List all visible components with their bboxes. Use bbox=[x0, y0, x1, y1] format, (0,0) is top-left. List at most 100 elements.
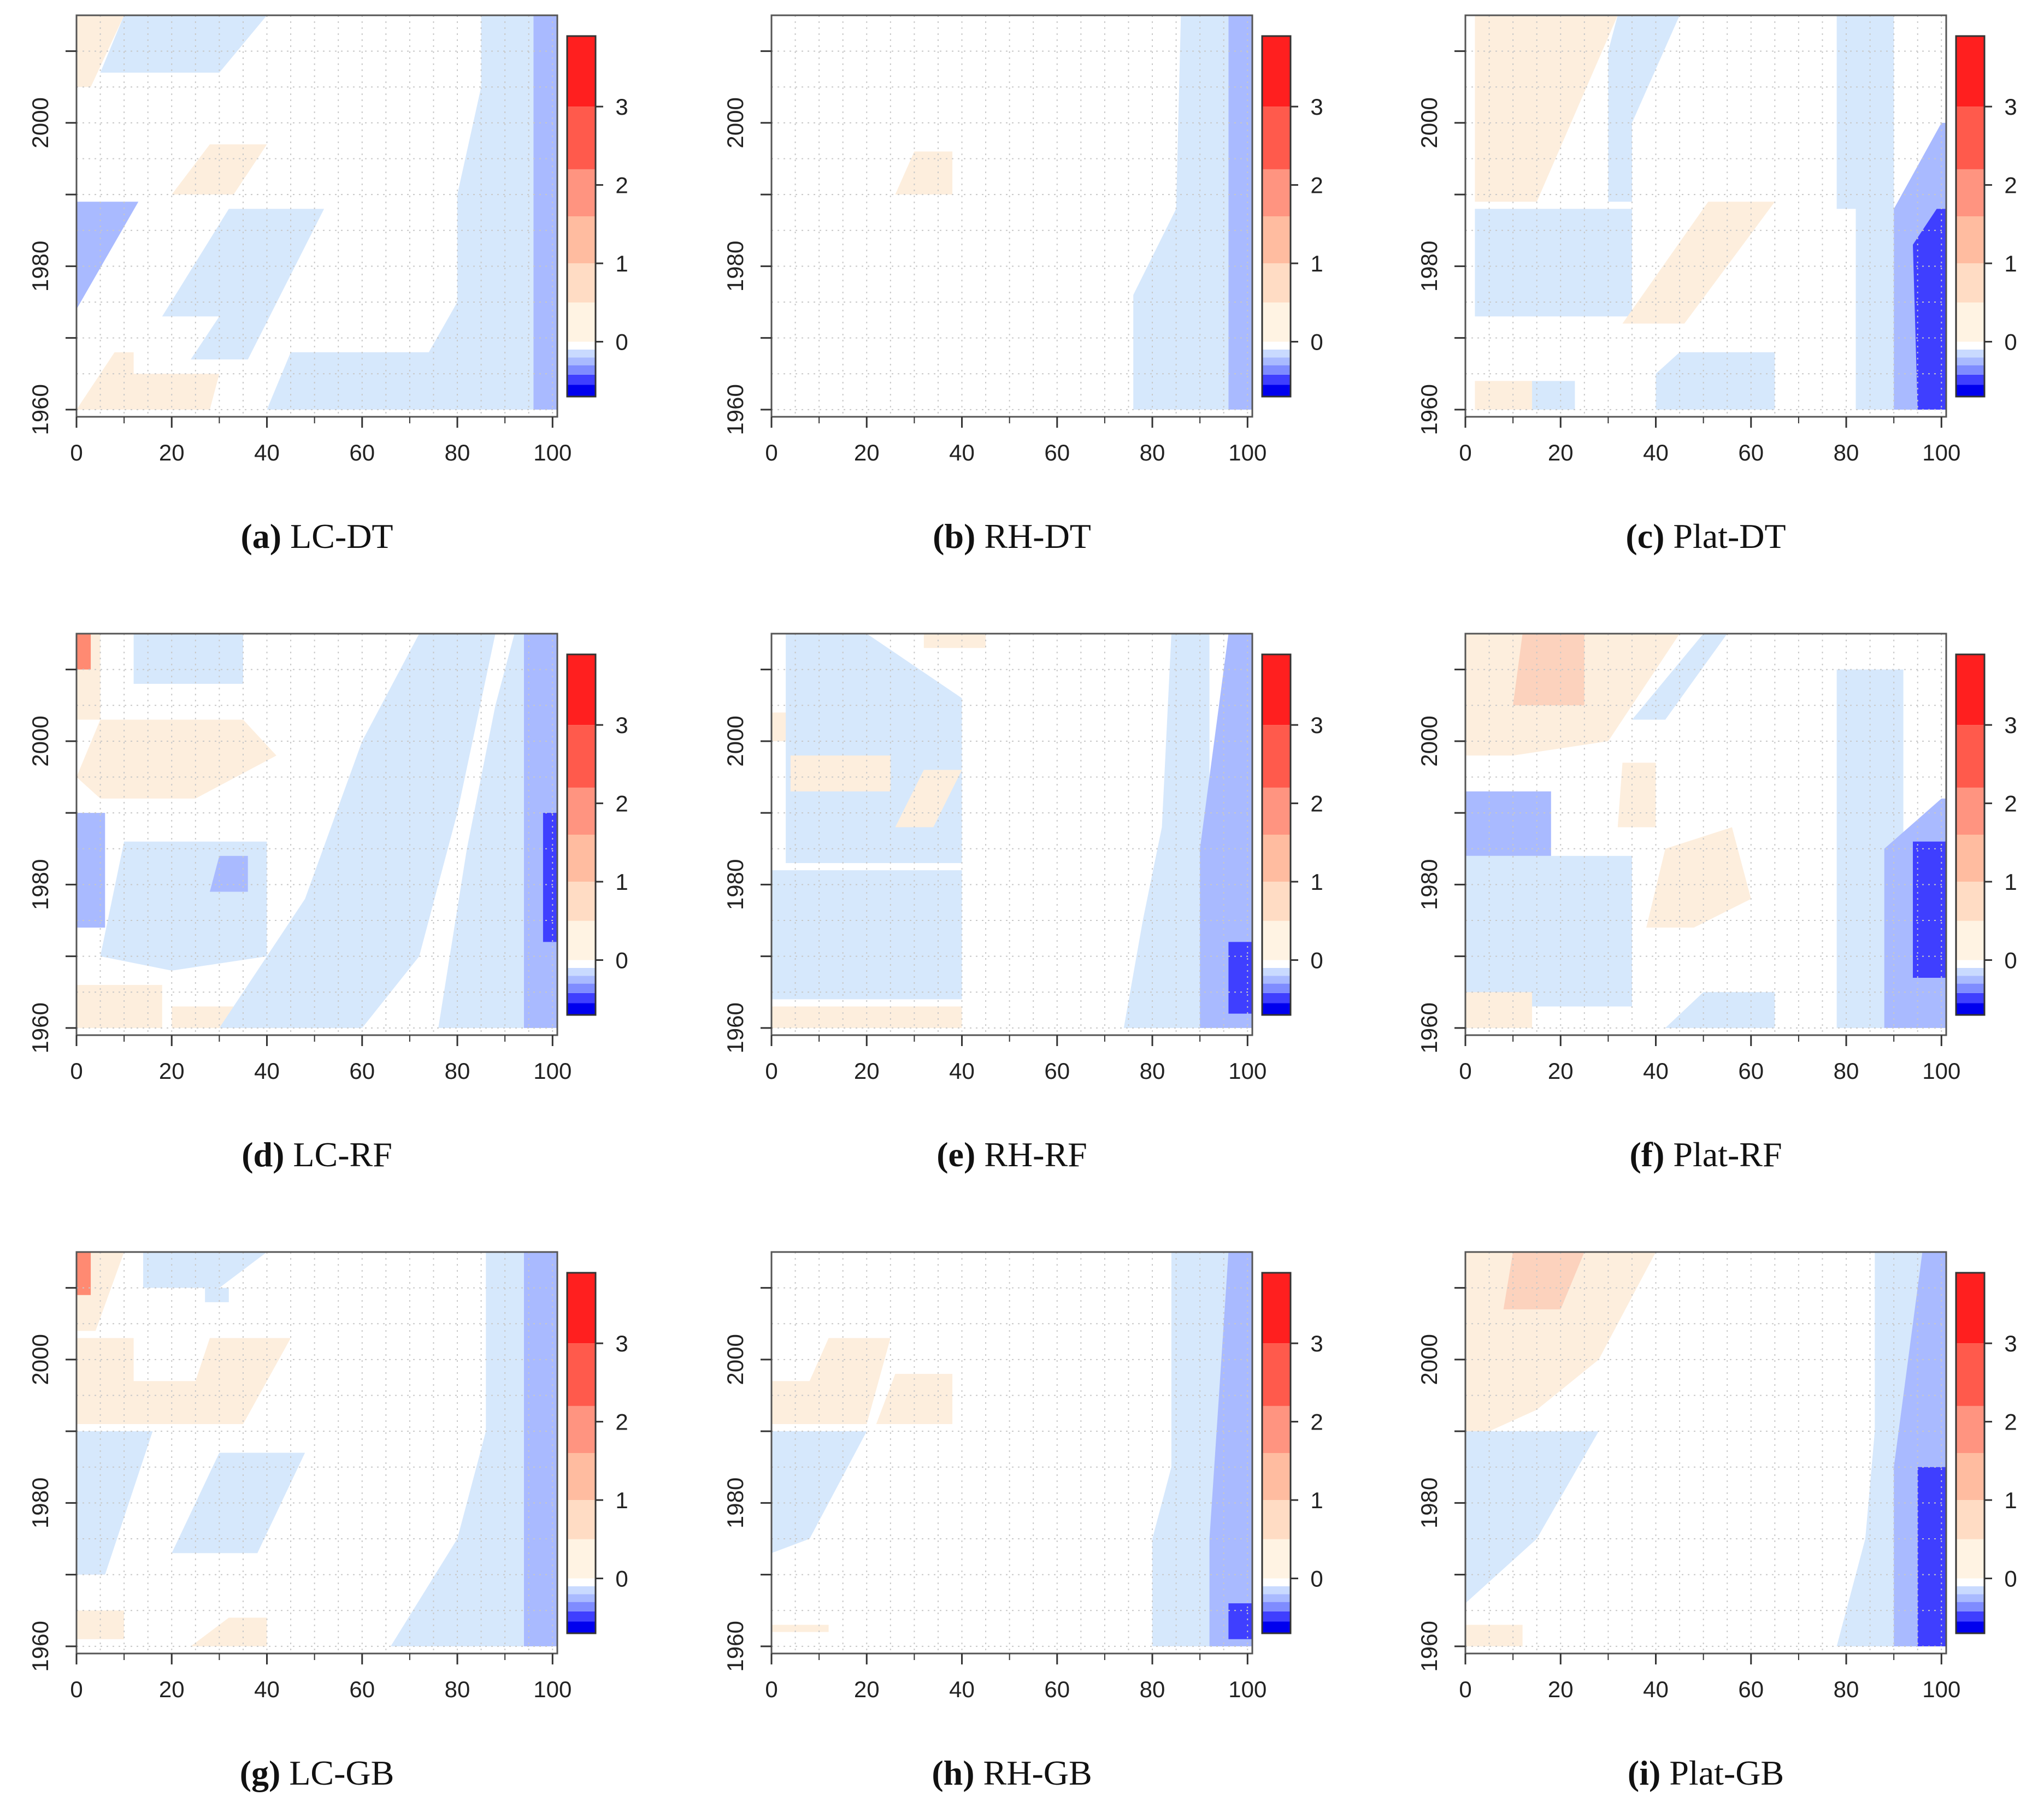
colorbar-frame bbox=[1261, 1272, 1292, 1634]
x-tick-label: 60 bbox=[1738, 1058, 1764, 1084]
colorbar-tick-label: 1 bbox=[615, 1487, 628, 1513]
colorbar-band bbox=[1262, 976, 1291, 984]
colorbar-band bbox=[567, 1586, 596, 1595]
colorbar-band bbox=[567, 349, 596, 358]
colorbar-band bbox=[1956, 1453, 1984, 1501]
heat-region bbox=[524, 1252, 557, 1646]
panel-c: 0 20 40 60 80 100 1960 1980 2000 0 1 2 3 (c) Plat-DT bbox=[1416, 14, 2017, 556]
panel-label: RH-DT bbox=[984, 517, 1091, 556]
colorbar-band bbox=[567, 263, 596, 303]
colorbar-band bbox=[567, 1273, 596, 1344]
colorbar-tick-label: 0 bbox=[2004, 1566, 2017, 1592]
x-tick-label: 80 bbox=[1834, 1676, 1859, 1702]
colorbar-band bbox=[1262, 169, 1291, 216]
colorbar-band bbox=[1262, 1611, 1291, 1622]
heat-region bbox=[1465, 1625, 1523, 1646]
colorbar-band bbox=[1262, 341, 1291, 350]
colorbar: 0 1 2 3 bbox=[566, 1272, 628, 1634]
colorbar-band bbox=[567, 993, 596, 1003]
x-tick-label: 40 bbox=[254, 440, 280, 465]
colorbar-band bbox=[1956, 1343, 1984, 1406]
panel-d: 0 20 40 60 80 100 1960 1980 2000 0 1 2 3 (d) LC-RF bbox=[27, 633, 628, 1174]
y-tick-label: 1980 bbox=[27, 859, 53, 910]
colorbar-band bbox=[1956, 1594, 1984, 1602]
colorbar-band bbox=[1262, 365, 1291, 375]
colorbar-tick-label: 0 bbox=[615, 329, 628, 355]
plot-frame bbox=[1464, 1251, 1947, 1655]
x-tick-label: 100 bbox=[1922, 1058, 1960, 1084]
heat-region bbox=[1228, 1603, 1252, 1639]
colorbar-band bbox=[1956, 882, 1984, 921]
colorbar-band bbox=[567, 1343, 596, 1406]
panel-caption: (i) Plat-GB bbox=[1628, 1753, 1784, 1792]
heat-region bbox=[1465, 855, 1632, 1007]
colorbar: 0 1 2 3 bbox=[1261, 653, 1323, 1016]
heat-region bbox=[771, 1625, 829, 1632]
colorbar-band bbox=[1262, 302, 1291, 342]
colorbar-band bbox=[1262, 1539, 1291, 1579]
colorbar-band bbox=[1262, 983, 1291, 993]
colorbar-band bbox=[567, 36, 596, 107]
colorbar-band bbox=[567, 1602, 596, 1611]
x-tick-label: 100 bbox=[1922, 440, 1960, 465]
heat-region bbox=[76, 15, 125, 87]
colorbar: 0 1 2 3 bbox=[1261, 1272, 1323, 1634]
colorbar-band bbox=[1956, 36, 1984, 107]
plot-frame bbox=[770, 1251, 1253, 1655]
panel-tag: (d) bbox=[241, 1135, 293, 1174]
x-tick-label: 60 bbox=[1044, 440, 1070, 465]
panel-h: 0 20 40 60 80 100 1960 1980 2000 0 1 2 3 (h) RH-GB bbox=[722, 1251, 1323, 1792]
colorbar-tick-label: 1 bbox=[1310, 1487, 1323, 1513]
panel-tag: (h) bbox=[932, 1753, 983, 1792]
colorbar-tick-label: 2 bbox=[1310, 173, 1323, 198]
colorbar-band bbox=[1956, 1003, 1984, 1015]
heat-region bbox=[1608, 15, 1680, 202]
colorbar-band bbox=[567, 1453, 596, 1501]
heat-region bbox=[1228, 942, 1252, 1014]
heat-region bbox=[1228, 15, 1252, 410]
x-tick-label: 60 bbox=[349, 1676, 375, 1702]
heat-region bbox=[923, 634, 986, 648]
heat-region bbox=[76, 1338, 291, 1424]
panel-label: LC-RF bbox=[293, 1135, 392, 1174]
colorbar-band bbox=[1956, 1539, 1984, 1579]
colorbar-band bbox=[1956, 1578, 1984, 1586]
heat-region bbox=[1617, 763, 1656, 828]
colorbar-band bbox=[1956, 1621, 1984, 1633]
panel-b: 0 20 40 60 80 100 1960 1980 2000 0 1 2 3 (b) RH-DT bbox=[722, 14, 1323, 556]
heat-region bbox=[771, 1338, 891, 1424]
colorbar-band bbox=[1956, 169, 1984, 216]
heat-region bbox=[76, 985, 162, 1028]
x-tick-label: 80 bbox=[1834, 440, 1859, 465]
colorbar-band bbox=[567, 1611, 596, 1622]
panel-caption: (a) LC-DT bbox=[240, 517, 393, 556]
colorbar-band bbox=[567, 374, 596, 385]
colorbar-tick-label: 2 bbox=[615, 791, 628, 817]
panel-caption: (f) Plat-RF bbox=[1629, 1135, 1782, 1174]
x-tick-label: 20 bbox=[1548, 1676, 1574, 1702]
colorbar-tick-label: 2 bbox=[615, 173, 628, 198]
colorbar-band bbox=[567, 1594, 596, 1602]
x-tick-label: 60 bbox=[349, 1058, 375, 1084]
panel-i: 0 20 40 60 80 100 1960 1980 2000 0 1 2 3 (i) Plat-GB bbox=[1416, 1251, 2017, 1792]
x-tick-label: 80 bbox=[445, 1058, 470, 1084]
x-tick-label: 60 bbox=[1044, 1058, 1070, 1084]
colorbar-band bbox=[1262, 1453, 1291, 1501]
plot-frame bbox=[1464, 633, 1947, 1036]
heat-region bbox=[1913, 209, 1946, 410]
colorbar-band bbox=[1262, 1343, 1291, 1406]
colorbar-band bbox=[1956, 654, 1984, 725]
heat-region bbox=[771, 1006, 962, 1028]
y-tick-label: 1980 bbox=[1416, 859, 1442, 910]
panel-label: RH-GB bbox=[983, 1753, 1092, 1792]
colorbar-tick-label: 2 bbox=[1310, 791, 1323, 817]
panel-label: Plat-GB bbox=[1669, 1753, 1784, 1792]
colorbar-band bbox=[567, 302, 596, 342]
heat-region bbox=[1465, 1431, 1599, 1604]
y-tick-label: 1960 bbox=[1416, 1002, 1442, 1053]
panel-caption: (b) RH-DT bbox=[933, 517, 1091, 556]
colorbar-band bbox=[1956, 349, 1984, 358]
colorbar-tick-label: 0 bbox=[2004, 329, 2017, 355]
x-tick-label: 80 bbox=[1140, 1676, 1165, 1702]
x-tick-label: 20 bbox=[159, 1676, 185, 1702]
